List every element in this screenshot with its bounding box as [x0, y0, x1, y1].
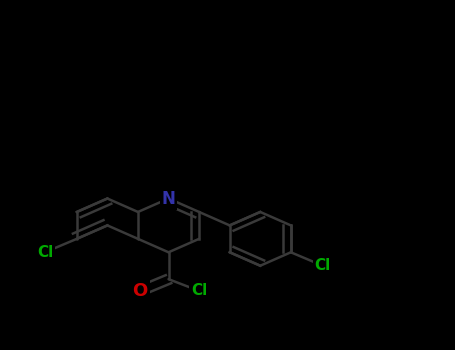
- Text: N: N: [162, 189, 176, 208]
- Text: Cl: Cl: [37, 245, 53, 260]
- Text: Cl: Cl: [314, 258, 331, 273]
- Text: O: O: [132, 282, 148, 300]
- Text: Cl: Cl: [191, 284, 207, 299]
